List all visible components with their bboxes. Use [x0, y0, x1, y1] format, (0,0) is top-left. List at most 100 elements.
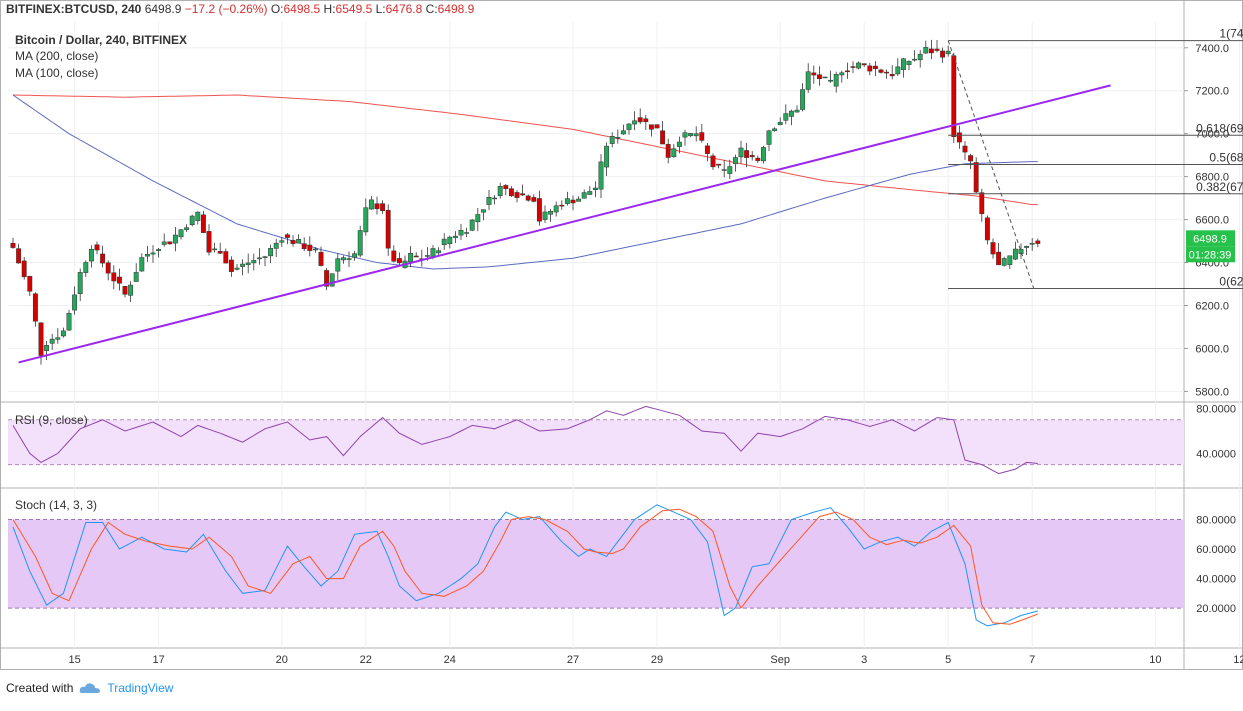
candle-down [508, 188, 514, 197]
candle-down [223, 251, 229, 264]
candle-up [424, 255, 430, 257]
candle-up [900, 58, 906, 70]
candle-down [307, 244, 313, 251]
candle-up [150, 252, 156, 255]
y-tick-label: 6200.0 [1195, 301, 1229, 313]
candle-down [940, 50, 946, 58]
ma100-line [12, 94, 1038, 270]
candle-down [643, 118, 649, 123]
tradingview-cloud-icon[interactable] [79, 682, 101, 694]
footer: Created with TradingView [6, 681, 173, 695]
candle-down [1035, 240, 1041, 244]
candle-down [318, 251, 324, 266]
candle-down [503, 185, 509, 189]
candle-up [822, 76, 828, 79]
x-tick-label: 22 [360, 654, 372, 666]
candle-down [884, 71, 890, 74]
ma100-legend[interactable]: MA (100, close) [15, 66, 99, 80]
candle-up [161, 241, 167, 245]
candle-up [83, 262, 89, 273]
ma200-legend[interactable]: MA (200, close) [15, 49, 99, 63]
y-tick-label: 7400.0 [1195, 43, 1229, 55]
x-tick-label: 15 [68, 654, 80, 666]
candle-down [990, 242, 996, 255]
candle-up [609, 136, 615, 144]
candle-up [688, 133, 694, 137]
candle-up [139, 257, 145, 272]
y-tick-label: 7200.0 [1195, 86, 1229, 98]
candle-up [49, 338, 55, 344]
candle-up [363, 207, 369, 233]
candle-down [979, 192, 985, 215]
candle-up [172, 234, 178, 244]
candle-up [312, 248, 318, 251]
candle-up [576, 198, 582, 202]
candle-up [564, 198, 570, 204]
candle-up [772, 128, 778, 132]
rsi-y-tick-label: 80.0000 [1196, 404, 1236, 416]
high-label: H: [323, 2, 336, 16]
candle-up [184, 227, 190, 230]
candle-up [620, 130, 626, 135]
candle-up [268, 248, 274, 257]
candle-up [794, 109, 800, 113]
candle-up [592, 187, 598, 190]
stoch-band [8, 519, 1184, 609]
candle-up [464, 232, 470, 234]
candle-up [783, 113, 789, 121]
candle-up [727, 166, 733, 174]
candle-up [368, 199, 374, 210]
candle-down [872, 65, 878, 70]
candle-up [273, 242, 279, 249]
candle-up [615, 136, 621, 139]
stoch-y-tick-label: 80.0000 [1196, 515, 1236, 527]
symbol-label: BITFINEX:BTCUSD, 240 [6, 2, 142, 16]
x-tick-label: Sep [770, 654, 790, 666]
rsi-band [8, 419, 1184, 465]
candle-up [256, 257, 262, 260]
candle-up [144, 254, 150, 257]
candle-down [850, 66, 856, 68]
candle-up [195, 211, 201, 221]
candle-up [693, 133, 699, 137]
candle-down [525, 195, 531, 201]
candle-down [111, 272, 117, 282]
candle-down [10, 242, 16, 248]
price-change: −17.2 (−0.26%) [184, 2, 268, 16]
candle-up [828, 79, 834, 82]
y-tick-label: 6800.0 [1195, 172, 1229, 184]
candle-up [492, 197, 498, 200]
candle-up [178, 229, 184, 238]
tradingview-link[interactable]: TradingView [107, 681, 174, 695]
candle-down [116, 276, 122, 284]
candle-up [346, 258, 352, 260]
close-value: 6498.9 [437, 2, 475, 16]
open-label: O: [270, 2, 284, 16]
candle-up [77, 272, 83, 294]
candle-up [486, 197, 492, 205]
fib-trend-dashed [947, 40, 1035, 289]
candle-up [598, 161, 604, 190]
open-value: 6498.5 [283, 2, 321, 16]
candle-up [682, 132, 688, 138]
candle-up [777, 122, 783, 125]
candle-up [805, 71, 811, 90]
candle-down [531, 197, 537, 202]
candle-down [755, 157, 761, 161]
candle-up [553, 205, 559, 213]
countdown-badge [1186, 246, 1235, 263]
candle-up [766, 130, 772, 145]
stoch-label: Stoch (14, 3, 3) [15, 498, 97, 512]
candle-up [480, 209, 486, 213]
candle-down [167, 241, 173, 245]
candle-down [94, 244, 100, 251]
candle-up [632, 120, 638, 125]
x-tick-label: 3 [861, 654, 867, 666]
candle-up [671, 148, 677, 158]
candle-up [1001, 258, 1007, 266]
candle-down [391, 250, 397, 262]
candle-down [324, 270, 330, 287]
candle-up [906, 61, 912, 65]
